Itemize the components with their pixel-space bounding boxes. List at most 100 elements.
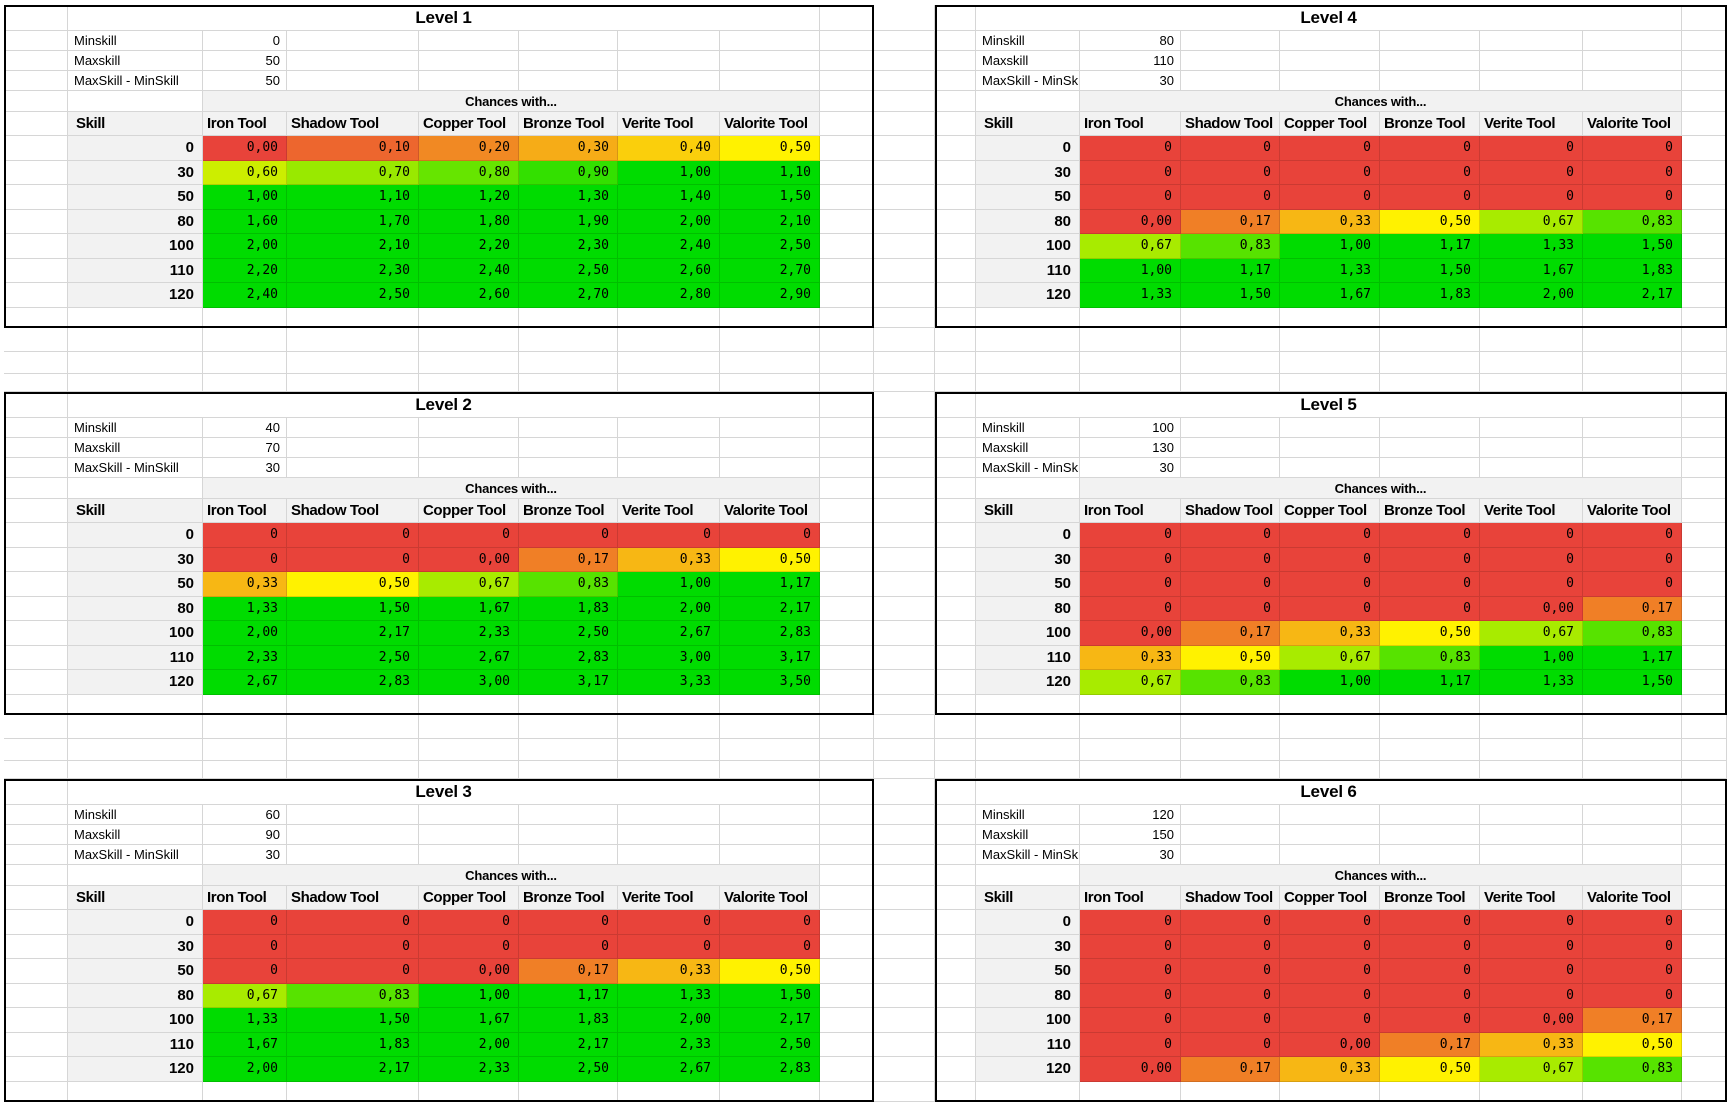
info-value[interactable]: 30	[203, 845, 287, 865]
tool-column-header[interactable]: Bronze Tool	[1380, 886, 1480, 910]
chance-value-cell[interactable]: 2,17	[1583, 283, 1682, 308]
chances-header[interactable]: Chances with...	[203, 91, 820, 112]
skill-row-label[interactable]: 0	[68, 910, 203, 935]
tool-column-header[interactable]: Shadow Tool	[1181, 499, 1280, 523]
tool-column-header[interactable]: Valorite Tool	[720, 112, 820, 136]
chance-value-cell[interactable]: 0,10	[287, 136, 419, 161]
skill-row-label[interactable]: 30	[976, 934, 1080, 959]
chance-value-cell[interactable]: 0,17	[1583, 596, 1682, 621]
chance-value-cell[interactable]: 0,17	[519, 547, 618, 572]
chance-value-cell[interactable]: 1,83	[519, 596, 618, 621]
chance-value-cell[interactable]: 0	[618, 523, 720, 548]
skill-column-header[interactable]: Skill	[68, 886, 203, 910]
chance-value-cell[interactable]: 1,50	[287, 596, 419, 621]
chance-value-cell[interactable]: 0	[1080, 136, 1181, 161]
chance-value-cell[interactable]: 0	[1080, 934, 1181, 959]
chance-value-cell[interactable]: 0	[1280, 547, 1380, 572]
skill-row-label[interactable]: 30	[68, 160, 203, 185]
chance-value-cell[interactable]: 0,33	[618, 959, 720, 984]
chance-value-cell[interactable]: 2,17	[287, 621, 419, 646]
chance-value-cell[interactable]: 1,50	[720, 185, 820, 210]
chance-value-cell[interactable]: 1,40	[618, 185, 720, 210]
chance-value-cell[interactable]: 0,50	[720, 959, 820, 984]
chance-value-cell[interactable]: 0	[419, 523, 519, 548]
info-label[interactable]: MaxSkill - MinSkill	[68, 458, 203, 478]
chance-value-cell[interactable]: 0,00	[203, 136, 287, 161]
chance-value-cell[interactable]: 0	[1480, 523, 1583, 548]
chance-value-cell[interactable]: 0,90	[519, 160, 618, 185]
skill-row-label[interactable]: 30	[976, 160, 1080, 185]
chance-value-cell[interactable]: 1,00	[419, 983, 519, 1008]
chance-value-cell[interactable]: 0	[519, 934, 618, 959]
chance-value-cell[interactable]: 0,00	[1080, 621, 1181, 646]
chance-value-cell[interactable]: 2,30	[519, 234, 618, 259]
chance-value-cell[interactable]: 2,00	[618, 596, 720, 621]
tool-column-header[interactable]: Shadow Tool	[287, 499, 419, 523]
chances-header[interactable]: Chances with...	[203, 478, 820, 499]
chance-value-cell[interactable]: 2,10	[720, 209, 820, 234]
tool-column-header[interactable]: Valorite Tool	[1583, 886, 1682, 910]
chance-value-cell[interactable]: 0	[203, 959, 287, 984]
chance-value-cell[interactable]: 0	[1280, 983, 1380, 1008]
chance-value-cell[interactable]: 2,40	[203, 283, 287, 308]
chance-value-cell[interactable]: 1,17	[720, 572, 820, 597]
chance-value-cell[interactable]: 0	[1583, 572, 1682, 597]
chance-value-cell[interactable]: 0,17	[1380, 1032, 1480, 1057]
tool-column-header[interactable]: Verite Tool	[618, 886, 720, 910]
chance-value-cell[interactable]: 3,17	[519, 670, 618, 695]
info-label[interactable]: Minskill	[68, 418, 203, 438]
skill-row-label[interactable]: 110	[976, 1032, 1080, 1057]
skill-column-header[interactable]: Skill	[976, 886, 1080, 910]
skill-row-label[interactable]: 50	[976, 185, 1080, 210]
tool-column-header[interactable]: Valorite Tool	[1583, 499, 1682, 523]
chance-value-cell[interactable]: 0	[1380, 983, 1480, 1008]
chance-value-cell[interactable]: 0	[1380, 523, 1480, 548]
skill-row-label[interactable]: 120	[976, 670, 1080, 695]
chance-value-cell[interactable]: 1,33	[1480, 234, 1583, 259]
skill-row-label[interactable]: 100	[976, 234, 1080, 259]
chance-value-cell[interactable]: 0	[1280, 136, 1380, 161]
chance-value-cell[interactable]: 0,83	[519, 572, 618, 597]
chance-value-cell[interactable]: 0	[1181, 596, 1280, 621]
chance-value-cell[interactable]: 1,83	[519, 1008, 618, 1033]
chance-value-cell[interactable]: 0	[287, 934, 419, 959]
chance-value-cell[interactable]: 1,33	[203, 596, 287, 621]
chance-value-cell[interactable]: 2,20	[419, 234, 519, 259]
skill-row-label[interactable]: 80	[976, 209, 1080, 234]
skill-row-label[interactable]: 110	[68, 645, 203, 670]
skill-row-label[interactable]: 80	[976, 983, 1080, 1008]
table-title[interactable]: Level 2	[68, 392, 820, 418]
chance-value-cell[interactable]: 2,90	[720, 283, 820, 308]
skill-row-label[interactable]: 30	[976, 547, 1080, 572]
chance-value-cell[interactable]: 0,17	[1181, 209, 1280, 234]
chance-value-cell[interactable]: 1,17	[1380, 234, 1480, 259]
info-label[interactable]: Maxskill	[976, 51, 1080, 71]
skill-row-label[interactable]: 30	[68, 547, 203, 572]
chance-value-cell[interactable]: 0,00	[1080, 1057, 1181, 1082]
skill-column-header[interactable]: Skill	[976, 112, 1080, 136]
chance-value-cell[interactable]: 1,50	[1583, 234, 1682, 259]
tool-column-header[interactable]: Copper Tool	[1280, 499, 1380, 523]
chance-value-cell[interactable]: 0,33	[203, 572, 287, 597]
chance-value-cell[interactable]: 2,20	[203, 258, 287, 283]
chance-value-cell[interactable]: 2,67	[419, 645, 519, 670]
chance-value-cell[interactable]: 0	[203, 934, 287, 959]
chance-value-cell[interactable]: 1,33	[203, 1008, 287, 1033]
chance-value-cell[interactable]: 2,10	[287, 234, 419, 259]
chance-value-cell[interactable]: 0,67	[1080, 234, 1181, 259]
chance-value-cell[interactable]: 1,80	[419, 209, 519, 234]
chance-value-cell[interactable]: 0,67	[1280, 645, 1380, 670]
chance-value-cell[interactable]: 1,20	[419, 185, 519, 210]
chance-value-cell[interactable]: 2,40	[419, 258, 519, 283]
tool-column-header[interactable]: Bronze Tool	[1380, 112, 1480, 136]
chance-value-cell[interactable]: 3,33	[618, 670, 720, 695]
chance-value-cell[interactable]: 2,50	[287, 283, 419, 308]
info-value[interactable]: 70	[203, 438, 287, 458]
skill-row-label[interactable]: 100	[68, 1008, 203, 1033]
chance-value-cell[interactable]: 1,83	[287, 1032, 419, 1057]
skill-row-label[interactable]: 0	[976, 523, 1080, 548]
chance-value-cell[interactable]: 0	[720, 934, 820, 959]
chance-value-cell[interactable]: 0	[287, 523, 419, 548]
chance-value-cell[interactable]: 1,83	[1380, 283, 1480, 308]
chance-value-cell[interactable]: 3,50	[720, 670, 820, 695]
